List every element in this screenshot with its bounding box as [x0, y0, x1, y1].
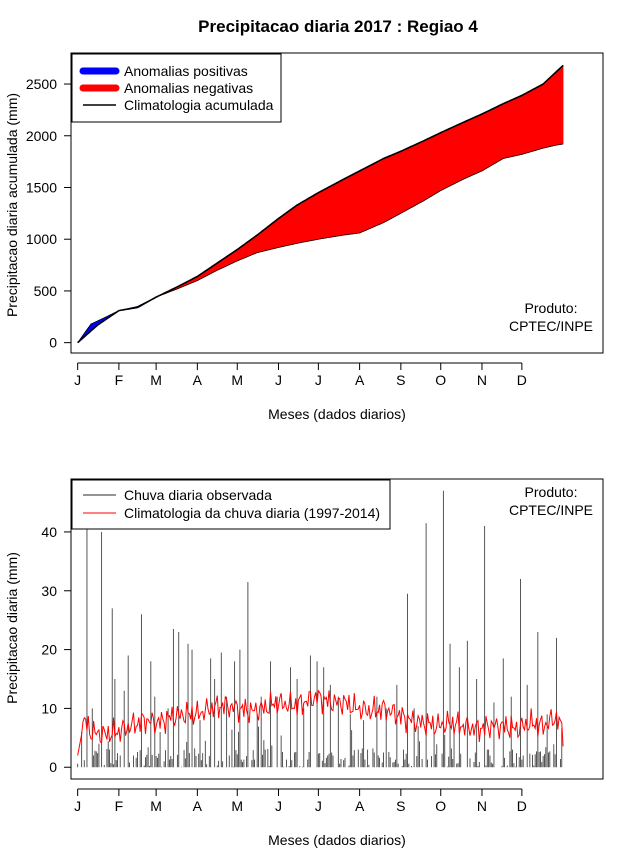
- chart-title: Precipitacao diaria 2017 : Regiao 4: [198, 17, 478, 36]
- top-y-tick-label: 1500: [26, 179, 57, 195]
- anomaly-segment: [561, 64, 564, 145]
- bottom-x-tick-label: J: [315, 798, 322, 814]
- bottom-y-axis: 0 10 20 30 40: [41, 524, 72, 775]
- observed-cumulative-edge: [77, 143, 564, 343]
- legend-label-climatology-daily: Climatologia da chuva diaria (1997-2014): [124, 505, 380, 521]
- bottom-x-tick-label: A: [355, 798, 365, 814]
- top-x-axis-label: Meses (dados diarios): [268, 406, 406, 422]
- top-x-tick-label: N: [477, 372, 487, 388]
- bottom-producer-name: CPTEC/INPE: [509, 502, 593, 518]
- top-y-axis: 0 500 1000 1500 2000 2500: [26, 76, 72, 351]
- bottom-y-tick-label: 40: [41, 524, 57, 540]
- bottom-y-tick-label: 20: [41, 642, 57, 658]
- bottom-legend-box: [71, 479, 391, 530]
- legend-label-positive: Anomalias positivas: [124, 63, 248, 79]
- top-legend: Anomalias positivas Anomalias negativas …: [71, 53, 282, 123]
- bottom-x-tick-label: A: [193, 798, 203, 814]
- bottom-x-tick-label: D: [517, 798, 527, 814]
- top-x-tick-label: F: [115, 372, 124, 388]
- climatology-cumulative-line: [77, 64, 564, 344]
- top-plot: 0 500 1000 1500 2000 2500 J F M A M J J A S O N D Meses …: [4, 52, 604, 422]
- bottom-x-tick-label: J: [275, 798, 282, 814]
- top-x-tick-label: S: [396, 372, 405, 388]
- top-y-tick-label: 2000: [26, 128, 57, 144]
- climatology-daily-line: [77, 689, 564, 756]
- bottom-x-tick-label: J: [74, 798, 81, 814]
- bottom-y-axis-label: Precipitacao diaria (mm): [4, 552, 20, 704]
- bottom-x-axis-label: Meses (dados diarios): [268, 832, 406, 848]
- bottom-legend: Chuva diaria observada Climatologia da c…: [71, 479, 391, 530]
- legend-label-climatology: Climatologia acumulada: [124, 97, 274, 113]
- top-x-tick-label: A: [355, 372, 365, 388]
- top-y-tick-label: 500: [34, 283, 58, 299]
- top-x-tick-label: A: [193, 372, 203, 388]
- bottom-y-tick-label: 30: [41, 583, 57, 599]
- top-x-tick-label: D: [517, 372, 527, 388]
- legend-label-negative: Anomalias negativas: [124, 80, 253, 96]
- bottom-y-tick-label: 10: [41, 700, 57, 716]
- top-x-tick-label: J: [74, 372, 81, 388]
- bottom-y-tick-label: 0: [49, 759, 57, 775]
- bottom-plot: 0 10 20 30 40 J F M A M J J A S O N D Meses (dados diar…: [4, 478, 604, 848]
- top-x-tick-label: J: [275, 372, 282, 388]
- bottom-x-tick-label: O: [435, 798, 446, 814]
- top-x-tick-label: M: [150, 372, 162, 388]
- top-y-tick-label: 1000: [26, 231, 57, 247]
- top-producer-label: Produto:: [525, 300, 578, 316]
- legend-label-observed: Chuva diaria observada: [124, 487, 272, 503]
- top-x-tick-label: O: [435, 372, 446, 388]
- bottom-x-tick-label: M: [231, 798, 243, 814]
- top-producer-name: CPTEC/INPE: [509, 318, 593, 334]
- observed-daily-bars: [77, 490, 563, 768]
- bottom-x-tick-label: F: [115, 798, 124, 814]
- top-y-tick-label: 2500: [26, 76, 57, 92]
- bottom-x-tick-label: S: [396, 798, 405, 814]
- bottom-producer-label: Produto:: [525, 484, 578, 500]
- top-y-axis-label: Precipitacao diaria acumulada (mm): [4, 93, 20, 317]
- bottom-x-tick-label: N: [477, 798, 487, 814]
- top-y-tick-label: 0: [49, 335, 57, 351]
- bottom-x-tick-label: M: [150, 798, 162, 814]
- top-x-tick-label: J: [315, 372, 322, 388]
- top-x-tick-label: M: [231, 372, 243, 388]
